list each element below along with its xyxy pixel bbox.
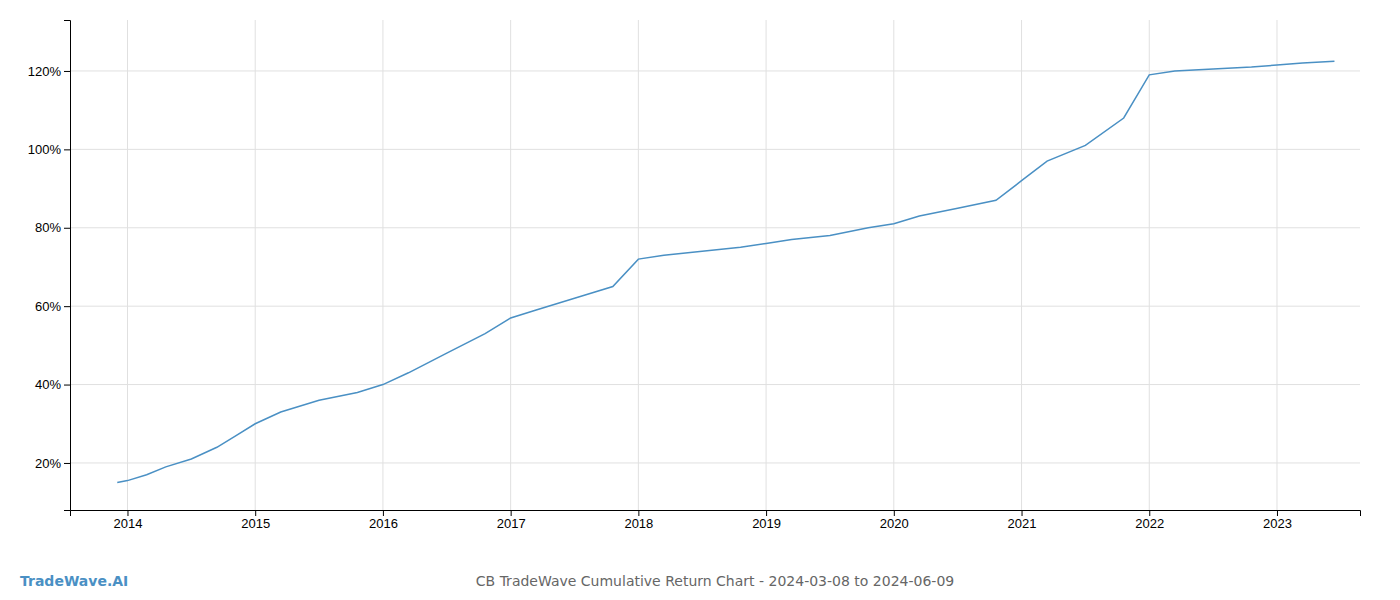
tick-mark (64, 463, 70, 464)
title: CB TradeWave Cumulative Return Chart - 2… (476, 573, 954, 589)
tick-label: 2018 (624, 516, 653, 531)
tick-mark (511, 510, 512, 516)
tick-mark (1022, 510, 1023, 516)
tick: 2020 (880, 510, 909, 531)
tick-label: 2023 (1263, 516, 1292, 531)
tick: 2018 (624, 510, 653, 531)
grid-line (70, 149, 1360, 150)
tick-mark (894, 510, 895, 516)
tick: 2022 (1135, 510, 1164, 531)
tick-label: 2019 (752, 516, 781, 531)
tick-mark (64, 71, 70, 72)
x-axis: 2014 2015 2016 2017 2018 2019 2020 2021 2022 2023 (71, 510, 1361, 531)
tick-label: 60% (35, 299, 61, 314)
grid-line (638, 20, 639, 510)
grid-line (893, 20, 894, 510)
tick-mark (255, 510, 256, 516)
tick-mark (1149, 510, 1150, 516)
tick: 2021 (1008, 510, 1037, 531)
tick-mark (638, 510, 639, 516)
line (117, 61, 1334, 482)
tick: 100% (28, 142, 70, 157)
tick: 2014 (114, 510, 143, 531)
tick: 2017 (497, 510, 526, 531)
tick-label: 2015 (241, 516, 270, 531)
grid-line (510, 20, 511, 510)
grid-line (255, 20, 256, 510)
grid (70, 20, 1360, 510)
tick-mark (64, 306, 70, 307)
tick-label: 2022 (1135, 516, 1164, 531)
tick: 20% (35, 456, 70, 471)
grid-line (127, 20, 128, 510)
tick-label: 20% (35, 456, 61, 471)
tick-label: 40% (35, 377, 61, 392)
grid-line (70, 462, 1360, 463)
grid-line (70, 227, 1360, 228)
grid-line (766, 20, 767, 510)
tick-mark (1277, 510, 1278, 516)
tick-mark (64, 228, 70, 229)
plot-area: 2014 2015 2016 2017 2018 2019 2020 2021 2022 2023… (28, 20, 1361, 531)
tick: 2023 (1263, 510, 1292, 531)
grid-line (382, 20, 383, 510)
tick-label: 2016 (369, 516, 398, 531)
tick-label: 2017 (497, 516, 526, 531)
tick-label: 2021 (1008, 516, 1037, 531)
tick: 40% (35, 377, 70, 392)
tick-label: 100% (28, 142, 62, 157)
grid-line (70, 70, 1360, 71)
grid-line (1276, 20, 1277, 510)
tick-mark (127, 510, 128, 516)
grid-line (70, 306, 1360, 307)
watermark: TradeWave.AI (20, 573, 128, 589)
axis-line (71, 511, 1361, 517)
marks (117, 61, 1334, 482)
y-axis: 20% 40% 60% 80% 100% 120% (28, 21, 71, 511)
tick-label: 80% (35, 220, 61, 235)
grid-line (1149, 20, 1150, 510)
tick-label: 2014 (114, 516, 143, 531)
grid-line (70, 384, 1360, 385)
tick-mark (383, 510, 384, 516)
chart: 2014 2015 2016 2017 2018 2019 2020 2021 2022 2023… (0, 0, 1400, 600)
tick: 120% (28, 64, 70, 79)
tick: 60% (35, 299, 70, 314)
axis-line (64, 21, 71, 511)
tick-mark (766, 510, 767, 516)
tick: 2016 (369, 510, 398, 531)
tick-mark (64, 149, 70, 150)
tick: 80% (35, 220, 70, 235)
tick: 2019 (752, 510, 781, 531)
grid-line (1021, 20, 1022, 510)
tick-label: 2020 (880, 516, 909, 531)
tick: 2015 (241, 510, 270, 531)
tick-mark (64, 385, 70, 386)
tick-label: 120% (28, 64, 62, 79)
